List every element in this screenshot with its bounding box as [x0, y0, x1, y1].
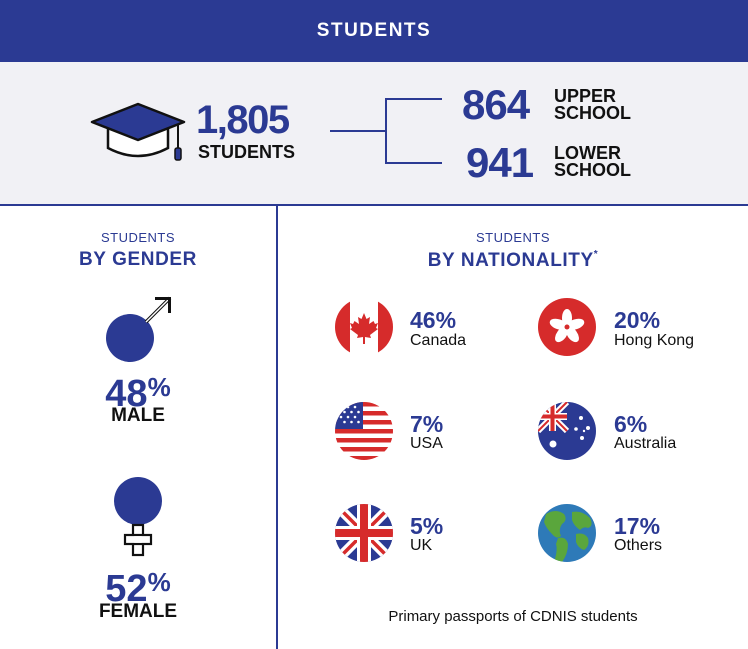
- upper-school-label-2: SCHOOL: [554, 103, 632, 123]
- hong-kong-flag-icon: [538, 298, 596, 356]
- page-title: STUDENTS: [316, 20, 432, 41]
- canada-percentage: 46%: [410, 307, 457, 333]
- graduation-cap-icon: [90, 102, 186, 161]
- others-label: Others: [614, 537, 663, 554]
- male-percentage: 48%: [0, 367, 276, 414]
- nationality-title-mark: *: [593, 249, 599, 260]
- nationality-title: BY NATIONALITY*: [278, 249, 748, 272]
- lower-school-label-2: SCHOOL: [554, 160, 632, 180]
- female-value: 52: [105, 568, 148, 610]
- upper-school-label-1: UPPER: [554, 86, 617, 106]
- female-symbol-icon: [114, 477, 162, 557]
- globe-icon: [538, 504, 596, 562]
- usa-percentage: 7%: [410, 411, 444, 437]
- australia-percentage: 6%: [614, 411, 648, 437]
- male-symbol-icon: [106, 296, 172, 362]
- gender-kicker: STUDENTS: [100, 230, 176, 245]
- header-bar: STUDENTS: [0, 0, 748, 62]
- branch-connector: [330, 98, 442, 164]
- male-value: 48: [105, 373, 148, 415]
- female-label: FEMALE: [98, 601, 178, 622]
- usa-flag-icon: [335, 402, 393, 460]
- upper-school-value: 864: [462, 81, 530, 128]
- hong-kong-percentage: 20%: [614, 307, 661, 333]
- australia-flag-icon: [538, 402, 596, 460]
- total-students-label: STUDENTS: [198, 142, 296, 162]
- section-divider: [0, 204, 748, 206]
- female-percent-sign: %: [147, 567, 171, 597]
- total-students-value: 1,805: [196, 98, 290, 142]
- nationality-title-text: BY NATIONALITY: [427, 250, 594, 271]
- lower-school-value: 941: [466, 139, 534, 186]
- nationality-footnote: Primary passports of CDNIS students: [388, 608, 638, 625]
- totals-panel: 1,805 STUDENTS 864 UPPER SCHOOL 941 LOWE…: [0, 62, 748, 204]
- male-percent-sign: %: [147, 372, 171, 402]
- others-percentage: 17%: [614, 513, 661, 539]
- column-divider: [276, 206, 278, 649]
- australia-label: Australia: [614, 435, 677, 452]
- canada-flag-icon: [335, 298, 393, 356]
- canada-label: Canada: [410, 332, 467, 349]
- hong-kong-label: Hong Kong: [614, 332, 695, 349]
- female-percentage: 52%: [0, 562, 276, 609]
- uk-percentage: 5%: [410, 513, 444, 539]
- uk-flag-icon: [335, 504, 393, 562]
- uk-label: UK: [410, 537, 433, 554]
- usa-label: USA: [410, 435, 443, 452]
- nationality-kicker: STUDENTS: [475, 230, 551, 245]
- gender-title: BY GENDER: [78, 249, 198, 270]
- male-label: MALE: [111, 405, 165, 426]
- lower-school-label-1: LOWER: [554, 143, 621, 163]
